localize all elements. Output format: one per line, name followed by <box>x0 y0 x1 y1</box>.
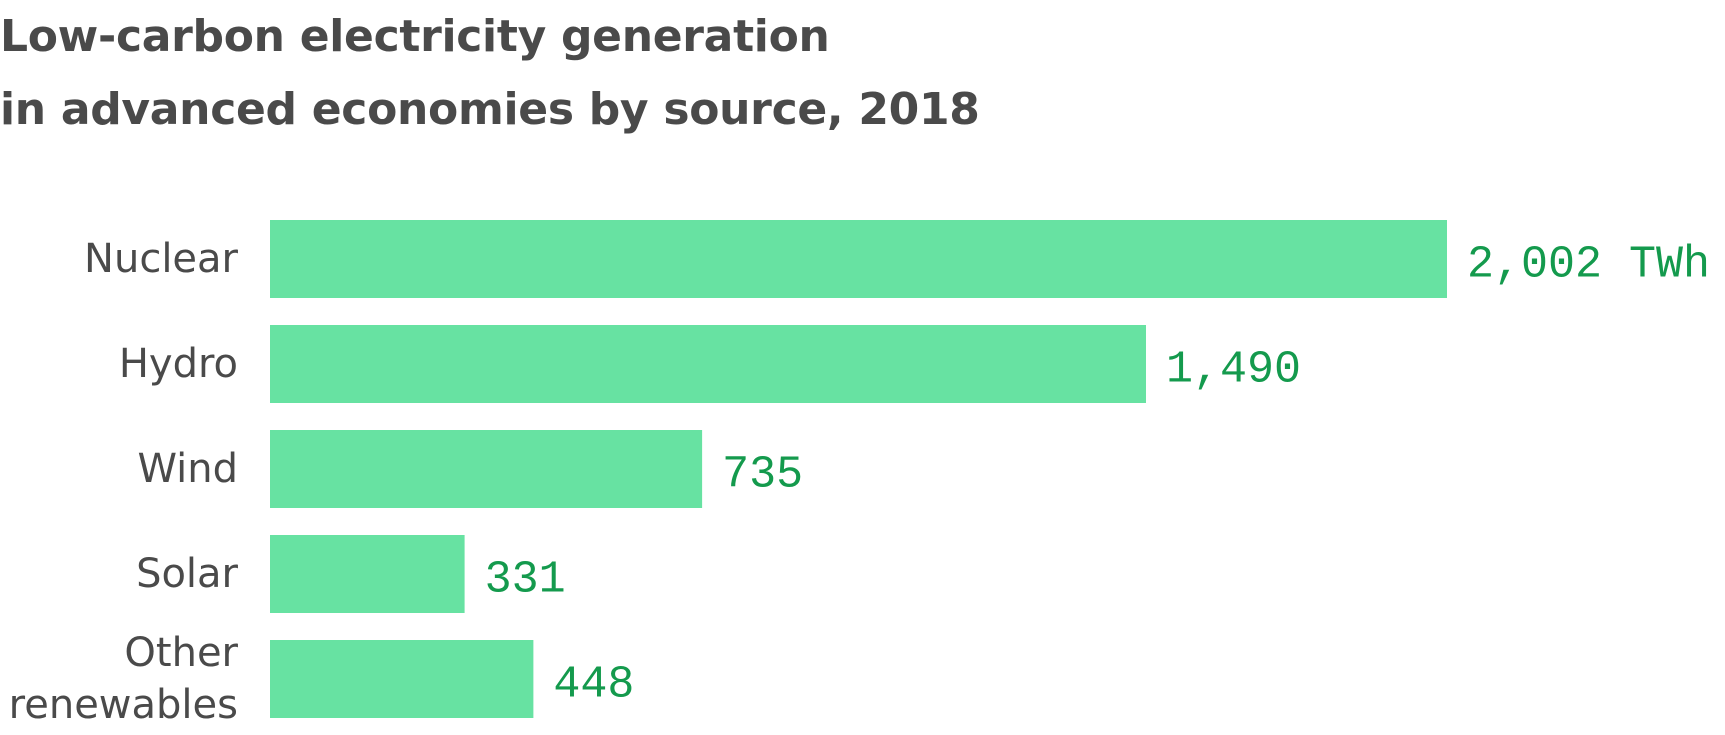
chart-title-line-2: in advanced economies by source, 2018 <box>0 84 980 135</box>
value-label-3: 331 <box>485 555 566 606</box>
value-label-1: 1,490 <box>1166 345 1301 396</box>
value-label-4: 448 <box>553 660 634 711</box>
bar-3 <box>270 535 465 613</box>
bar-2 <box>270 430 703 508</box>
category-label-0: Nuclear <box>84 236 239 282</box>
bar-1 <box>270 325 1146 403</box>
value-label-2: 735 <box>722 450 803 501</box>
category-label-3: Solar <box>136 551 238 597</box>
category-label-1: Hydro <box>119 341 238 387</box>
bar-4 <box>270 640 534 718</box>
bar-0 <box>270 220 1447 298</box>
value-label-0: 2,002 TWh <box>1467 240 1710 291</box>
chart-title: Low-carbon electricity generation in adv… <box>0 0 980 146</box>
category-label-4-line-1: renewables <box>9 682 238 728</box>
category-label-2: Wind <box>137 446 238 492</box>
category-label-4-line-0: Other <box>124 630 238 676</box>
chart-title-line-1: Low-carbon electricity generation <box>0 11 830 62</box>
